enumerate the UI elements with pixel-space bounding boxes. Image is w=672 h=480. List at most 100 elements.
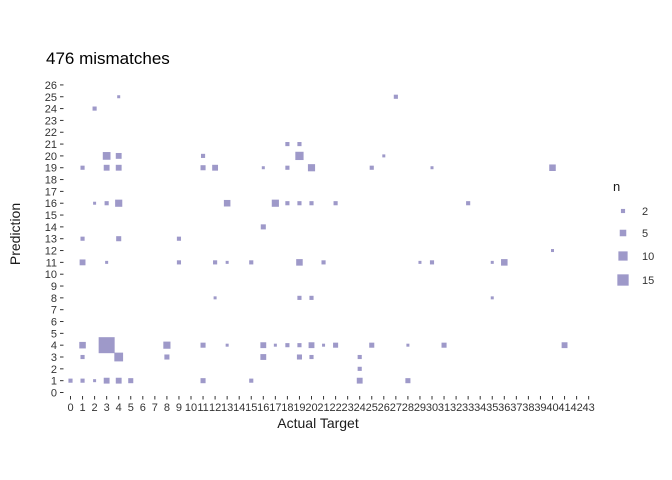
x-tick-label: 19 <box>293 402 305 414</box>
data-point <box>80 354 85 360</box>
y-tick-label: 12 <box>45 246 57 258</box>
y-tick-label: 8 <box>51 293 57 305</box>
legend-key <box>620 208 626 214</box>
data-point <box>369 165 374 170</box>
x-tick-label: 34 <box>474 402 486 414</box>
data-point <box>115 164 122 171</box>
data-point <box>79 259 86 266</box>
legend-label: 5 <box>642 228 648 240</box>
data-point <box>356 377 363 384</box>
x-tick-label: 38 <box>522 402 534 414</box>
x-tick-label: 11 <box>197 402 208 414</box>
legend-label: 2 <box>642 206 648 218</box>
data-point <box>68 378 73 383</box>
y-tick-label: 1 <box>51 376 57 388</box>
x-tick-label: 25 <box>366 402 378 414</box>
y-tick-label: 23 <box>45 115 57 127</box>
data-point <box>116 236 122 242</box>
data-point <box>117 95 121 99</box>
data-point <box>429 260 435 265</box>
data-point <box>273 343 277 347</box>
x-tick-label: 41 <box>558 402 570 414</box>
x-tick-label: 0 <box>67 402 73 414</box>
x-tick-label: 17 <box>269 402 281 414</box>
data-point <box>225 260 229 264</box>
y-tick-label: 20 <box>45 151 57 163</box>
data-point <box>261 166 265 170</box>
data-point <box>307 164 316 172</box>
x-tick-label: 2 <box>92 402 98 414</box>
data-point <box>285 201 290 206</box>
x-tick-label: 22 <box>329 402 341 414</box>
data-point <box>163 341 171 349</box>
data-point <box>309 295 314 300</box>
x-tick-label: 5 <box>128 402 134 414</box>
x-tick-label: 13 <box>221 402 233 414</box>
data-point <box>176 260 182 265</box>
x-tick-label: 3 <box>104 402 110 414</box>
y-tick-label: 26 <box>45 80 57 92</box>
data-point <box>297 142 302 147</box>
data-point <box>430 166 434 170</box>
data-point <box>561 342 568 349</box>
data-point <box>115 377 122 384</box>
data-point <box>297 343 302 348</box>
data-point <box>406 343 410 347</box>
data-point <box>115 152 122 159</box>
data-point <box>103 377 110 384</box>
data-point <box>213 296 217 300</box>
data-point <box>80 236 85 241</box>
data-point <box>418 260 422 264</box>
y-tick-label: 22 <box>45 127 57 139</box>
x-tick-label: 40 <box>546 402 558 414</box>
legend-title: n <box>613 179 620 194</box>
data-point <box>285 165 290 170</box>
data-point <box>549 164 556 171</box>
x-tick-label: 36 <box>498 402 510 414</box>
data-point <box>285 343 290 348</box>
x-tick-label: 32 <box>450 402 462 414</box>
data-point <box>405 378 411 384</box>
data-point <box>369 342 375 348</box>
data-point <box>357 366 362 371</box>
x-tick-label: 9 <box>176 402 182 414</box>
x-tick-label: 20 <box>305 402 317 414</box>
x-tick-label: 24 <box>354 402 366 414</box>
y-tick-label: 0 <box>51 388 57 400</box>
data-point <box>200 378 206 384</box>
legend: n 2 5 10 15 <box>613 179 654 287</box>
x-tick-label: 27 <box>390 402 402 414</box>
y-tick-label: 18 <box>45 175 57 187</box>
data-point <box>333 342 339 348</box>
data-point <box>200 342 206 348</box>
data-point <box>271 199 279 207</box>
y-tick-label: 10 <box>45 269 57 281</box>
data-point <box>79 341 86 349</box>
data-point <box>80 165 85 170</box>
data-point <box>80 378 85 383</box>
y-tick-label: 9 <box>51 281 57 293</box>
y-tick-label: 21 <box>45 139 57 151</box>
x-tick-label: 30 <box>426 402 438 414</box>
y-tick-label: 15 <box>45 210 57 222</box>
x-tick-label: 28 <box>402 402 414 414</box>
data-point <box>393 94 398 99</box>
data-point <box>93 379 97 383</box>
data-point <box>249 378 254 383</box>
x-tick-label: 4 <box>116 402 122 414</box>
data-point <box>260 224 266 230</box>
data-point <box>260 354 267 360</box>
data-point <box>551 249 554 253</box>
data-point <box>285 142 290 147</box>
data-point <box>309 201 314 206</box>
data-point <box>308 342 315 349</box>
y-tick-label: 17 <box>45 186 57 198</box>
y-tick-label: 16 <box>45 198 57 210</box>
y-tick-label: 19 <box>45 163 57 175</box>
data-point <box>128 378 134 384</box>
x-tick-label: 7 <box>152 402 158 414</box>
x-axis-title: Actual Target <box>277 415 359 431</box>
data-point <box>98 337 115 354</box>
data-point <box>309 354 314 360</box>
data-point <box>260 342 267 349</box>
